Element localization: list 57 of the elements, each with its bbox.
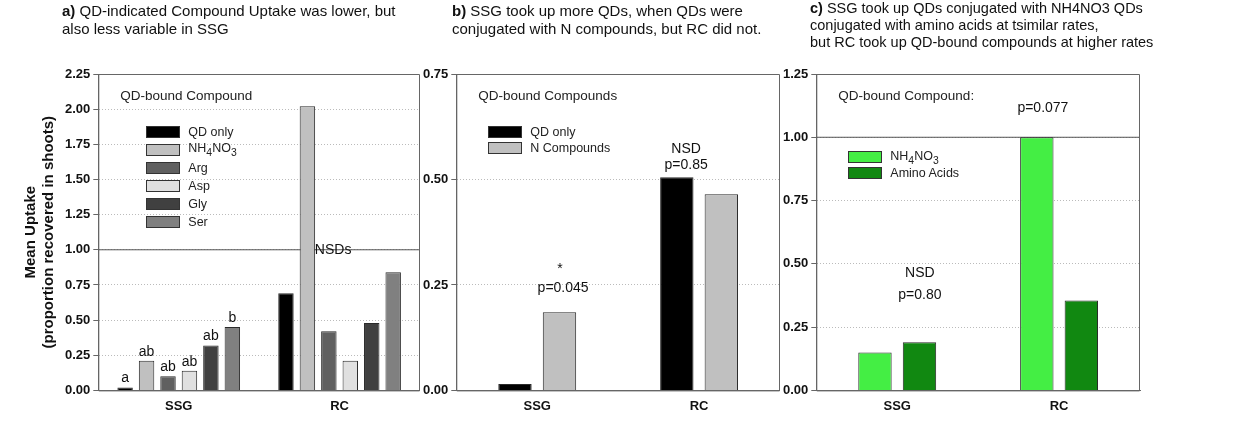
x-tick-label: RC (689, 397, 710, 413)
chart-title: a) QD-indicated Compound Uptake was lower, but also less variable in SSG (62, 2, 397, 38)
y-tick-label: 1.25 (64, 206, 91, 222)
x-tick-label: RC (1049, 397, 1070, 413)
data-label: ab (181, 352, 198, 369)
annotation: p=0.077 (1017, 98, 1069, 115)
legend-title: QD-bound Compound: (838, 88, 975, 103)
legend-label: Arg (188, 160, 208, 175)
legend-label: Ser (188, 214, 208, 229)
legend-label: Gly (188, 196, 208, 211)
y-tick-label: 2.00 (64, 100, 91, 116)
legend-title: QD-bound Compounds (478, 88, 618, 103)
y-tick-label: 1.75 (64, 135, 91, 151)
y-tick-label: 0.50 (64, 311, 91, 327)
annotation: p=0.045 (537, 279, 589, 296)
legend-label: Amino Acids (890, 165, 960, 180)
y-tick-label: 1.00 (782, 128, 809, 144)
legend-label: QD only (530, 124, 576, 139)
y-tick-label: 0.50 (422, 171, 449, 187)
data-label: ab (138, 342, 155, 359)
legend-label: NH$_{4}$NO$_{3}$ (188, 141, 237, 158)
x-tick-label: RC (330, 397, 350, 413)
y-tick-label: 2.25 (64, 65, 91, 81)
y-tick-label: 0.25 (782, 318, 809, 334)
annotation: NSDs (314, 241, 352, 258)
y-tick-label: 0.00 (782, 381, 809, 397)
y-tick-label: 0.00 (422, 381, 449, 397)
y-tick-label: 0.75 (64, 276, 91, 292)
data-label: a (121, 369, 130, 386)
y-tick-label: 0.25 (422, 276, 449, 292)
legend-label: Asp (188, 178, 210, 193)
y-axis-title: Mean Uptake (proportion recovered in shoots) (21, 115, 57, 349)
y-tick-label: 0.50 (782, 255, 809, 271)
chart-title: c) SSG took up QDs conjugated with NH4NO3 QDs conjugated with amino acids at tsimilar rates, but RC took up QD-bound compounds at higher rates (810, 0, 1154, 51)
y-tick-label: 0.25 (64, 346, 91, 362)
legend-label: N Compounds (530, 140, 611, 155)
y-tick-label: 1.50 (64, 171, 91, 187)
annotation: p=0.80 (898, 285, 942, 302)
y-tick-label: 0.75 (422, 65, 449, 81)
x-tick-label: SSG (883, 397, 911, 413)
data-label: ab (160, 358, 176, 375)
legend-label: QD only (188, 124, 234, 139)
y-tick-label: 0.75 (782, 192, 809, 208)
data-label: ab (203, 327, 219, 344)
y-tick-label: 1.00 (64, 241, 91, 257)
annotation: * (557, 260, 564, 277)
annotation: NSD (905, 263, 935, 280)
x-tick-label: SSG (523, 397, 551, 413)
x-tick-label: SSG (164, 397, 193, 413)
annotation: NSD (671, 140, 701, 157)
data-label: b (228, 308, 237, 325)
legend-title: QD-bound Compound (120, 88, 253, 103)
annotation: p=0.85 (664, 155, 708, 172)
chart-title: b) SSG took up more QDs, when QDs were conjugated with N compounds, but RC did not. (452, 2, 763, 38)
legend-label: NH$_{4}$NO$_{3}$ (890, 148, 939, 166)
y-tick-label: 1.25 (782, 65, 809, 81)
y-tick-label: 0.00 (64, 381, 91, 397)
